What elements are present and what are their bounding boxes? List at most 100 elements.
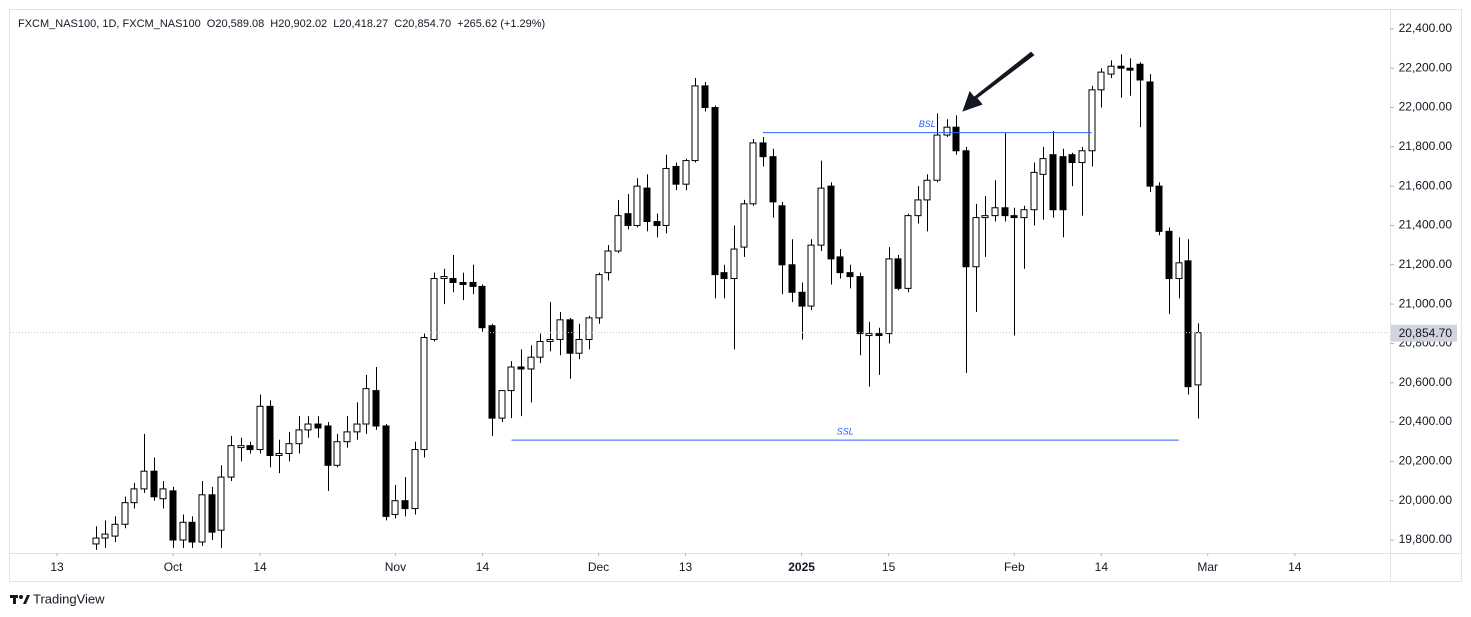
candle-body (1175, 262, 1183, 280)
candle (498, 390, 506, 423)
candle-body (1039, 158, 1047, 175)
candle (711, 105, 719, 299)
candle-body (169, 490, 177, 541)
candle (1184, 239, 1192, 395)
candle-body (517, 366, 525, 370)
candle (807, 239, 815, 310)
candle-body (691, 85, 699, 162)
candle-body (121, 502, 129, 525)
candle (1097, 68, 1105, 108)
candle-body (624, 213, 632, 226)
candle-body (933, 134, 941, 181)
legend-header: FXCM_NAS100, 1D, FXCM_NAS100 O20,589.08 H2… (18, 18, 545, 30)
candle-body (478, 285, 486, 329)
y-tick-label: 21,200.00 (1399, 257, 1453, 271)
candle-body (449, 278, 457, 283)
axes: 19,800.00 20,000.00 20,200.00 20,400.00 20,6… (50, 21, 1457, 574)
candle-body (498, 390, 506, 419)
candle (981, 195, 989, 257)
candle (237, 437, 245, 462)
open-value: O20,589.08 (207, 18, 265, 30)
candle-body (1097, 71, 1105, 91)
candle (691, 78, 699, 163)
candle (643, 174, 651, 232)
candle (633, 178, 641, 228)
candle-body (943, 126, 951, 136)
candle-body (411, 449, 419, 510)
candle-body (111, 523, 119, 537)
candle (1175, 237, 1183, 299)
x-tick-label: 14 (476, 560, 490, 574)
candle (314, 416, 322, 438)
candle (914, 186, 922, 224)
candle (1039, 146, 1047, 220)
candle (875, 327, 883, 375)
candle-body (1107, 65, 1115, 75)
candle-body (614, 215, 622, 252)
candle-body (217, 476, 225, 531)
candle-body (140, 470, 148, 490)
candle-body (1117, 65, 1125, 69)
candle-body (894, 258, 902, 289)
candle (720, 264, 728, 299)
y-tick-label: 21,800.00 (1399, 139, 1453, 153)
candle-body (1030, 171, 1038, 211)
candle (430, 272, 438, 342)
candle (943, 119, 951, 137)
candle (575, 323, 583, 360)
candle (275, 439, 283, 474)
candle (1030, 162, 1038, 226)
x-tick-label: Oct (164, 560, 183, 574)
candle (614, 199, 622, 253)
candle (1126, 58, 1134, 96)
candle (343, 416, 351, 448)
candle (1078, 146, 1086, 216)
candle-body (865, 333, 873, 337)
candle-body (1078, 150, 1086, 164)
candle-body (314, 423, 322, 429)
arrow (962, 51, 1035, 112)
candle-body (962, 150, 970, 268)
candle (624, 194, 632, 230)
candle-body (246, 445, 254, 451)
candle-body (295, 429, 303, 445)
candle (856, 272, 864, 356)
symbol: FXCM_NAS100, 1D, FXCM_NAS100 (18, 18, 201, 30)
candle (817, 160, 825, 252)
candle-body (1126, 67, 1134, 71)
candle (972, 203, 980, 312)
candle-body (266, 405, 274, 456)
candle (372, 367, 380, 430)
candle (682, 158, 690, 191)
candle-body (875, 333, 883, 337)
candle (411, 441, 419, 515)
candle (769, 148, 777, 218)
candle-body (188, 521, 196, 543)
candle (440, 268, 448, 305)
y-tick-label: 22,200.00 (1399, 60, 1453, 74)
candle-body (720, 272, 728, 280)
candle (227, 435, 235, 482)
candle (527, 345, 535, 403)
candle (962, 146, 970, 373)
candle (759, 136, 767, 167)
candle-body (1194, 332, 1202, 386)
candle-body (1146, 81, 1154, 187)
candle-body (536, 340, 544, 358)
plot-area: BSL SSL (10, 54, 1390, 550)
candle-body (469, 281, 477, 287)
candle (798, 282, 806, 340)
candle (382, 424, 390, 521)
candle (1001, 133, 1009, 222)
candle (169, 486, 177, 548)
candle (130, 482, 138, 509)
candle-body (150, 470, 158, 498)
high-value: H20,902.02 (270, 18, 327, 30)
candle-body (285, 443, 293, 455)
y-tick-label: 20,200.00 (1399, 454, 1453, 468)
candle (266, 400, 274, 468)
candle-body (256, 405, 264, 451)
candle-body (662, 167, 670, 226)
candle-body (682, 160, 690, 185)
candle (730, 225, 738, 350)
